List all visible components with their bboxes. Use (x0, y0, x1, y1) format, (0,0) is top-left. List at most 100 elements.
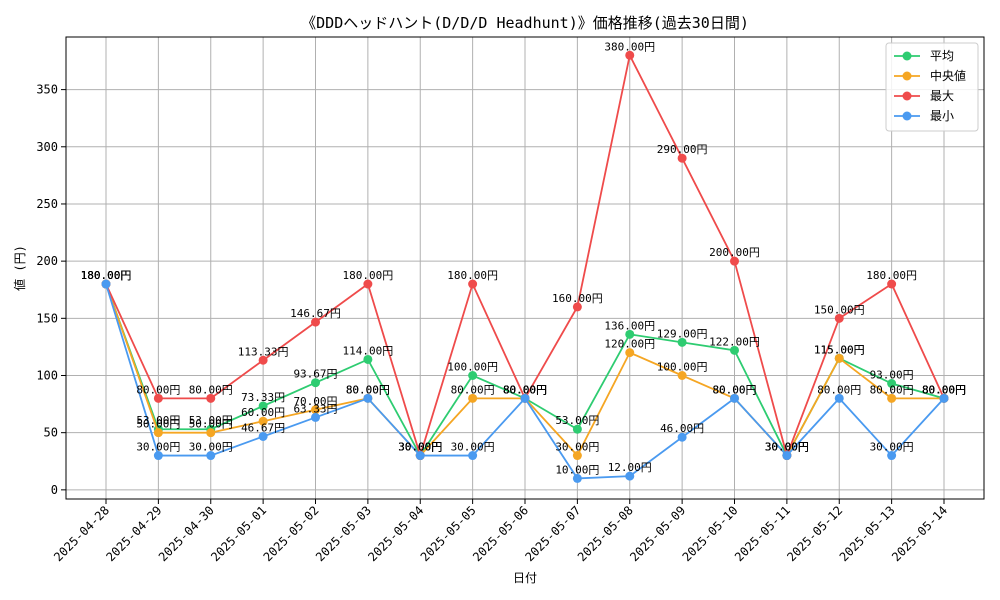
data-label: 30.00円 (870, 441, 914, 454)
data-label: 30.00円 (765, 441, 809, 454)
data-label: 63.33円 (293, 402, 337, 415)
data-point (625, 471, 635, 481)
data-point (782, 451, 792, 461)
data-point (887, 451, 897, 461)
data-label: 180.00円 (81, 269, 132, 282)
data-point (520, 393, 530, 403)
data-point (311, 412, 320, 422)
data-point (468, 451, 478, 461)
data-label: 53.00円 (136, 414, 180, 427)
data-point (468, 279, 478, 289)
data-label: 80.00円 (712, 383, 756, 396)
legend-marker (902, 91, 912, 101)
data-label: 80.00円 (922, 383, 966, 396)
data-label: 30.00円 (765, 441, 809, 454)
data-label: 93.67円 (293, 368, 337, 381)
data-label: 10.00円 (555, 463, 599, 476)
data-point (677, 432, 687, 442)
data-point (206, 428, 216, 438)
legend-item: 平均 (894, 49, 954, 63)
data-label: 100.00円 (657, 360, 708, 373)
data-point (572, 473, 582, 483)
legend-box (885, 42, 979, 132)
y-tick-label: 100 (36, 368, 58, 382)
data-point (258, 431, 268, 441)
data-point (887, 379, 897, 388)
data-label: 290.00円 (657, 143, 708, 156)
data-label: 136.00円 (604, 319, 655, 332)
data-point (363, 393, 373, 403)
data-label: 200.00円 (709, 246, 760, 259)
legend-item: 中央値 (894, 68, 966, 83)
legend-label: 中央値 (930, 68, 966, 83)
data-label: 180.00円 (81, 269, 132, 282)
legend-marker (902, 51, 912, 61)
data-point (834, 393, 844, 403)
y-tick-label: 350 (36, 83, 58, 97)
data-point (258, 401, 268, 411)
data-point (572, 424, 582, 434)
data-label: 80.00円 (451, 383, 495, 396)
data-label: 80.00円 (136, 383, 180, 396)
series-最小 (101, 279, 949, 483)
data-label: 70.00円 (293, 395, 337, 408)
data-label: 80.00円 (922, 383, 966, 396)
data-point (258, 355, 268, 365)
data-point (677, 370, 687, 380)
data-label: 160.00円 (552, 292, 603, 305)
data-label: 80.00円 (817, 383, 861, 396)
data-point (834, 313, 844, 323)
data-label: 30.00円 (189, 441, 233, 454)
data-label: 80.00円 (870, 383, 914, 396)
data-label: 80.00円 (712, 383, 756, 396)
x-axis: 2025-04-282025-04-292025-04-302025-05-01… (51, 499, 950, 564)
data-label: 122.00円 (709, 335, 760, 348)
data-point (363, 279, 373, 289)
data-label: 50.00円 (136, 418, 180, 431)
y-tick-label: 0 (51, 483, 58, 497)
y-tick-label: 300 (36, 140, 58, 154)
data-label: 115.00円 (814, 343, 865, 356)
data-point (258, 416, 268, 426)
data-label: 80.00円 (189, 383, 233, 396)
data-label: 12.00円 (608, 461, 652, 474)
data-point (730, 393, 739, 403)
data-label: 30.00円 (555, 441, 599, 454)
data-point (468, 370, 478, 380)
y-tick-label: 200 (36, 254, 58, 268)
data-label: 30.00円 (398, 441, 442, 454)
data-label: 30.00円 (398, 441, 442, 454)
data-label: 30.00円 (136, 441, 180, 454)
legend-item: 最大 (894, 89, 954, 103)
data-labels: 180.00円 53.00円 53.00円 73.33円 93.67円 114.00円 30… (81, 40, 966, 476)
data-label: 100.00円 (447, 360, 498, 373)
data-label: 180.00円 (866, 269, 917, 282)
y-tick-label: 250 (36, 197, 58, 211)
data-label: 30.00円 (765, 441, 809, 454)
data-point (887, 279, 897, 289)
y-axis: 0 50 100 150 200 250 300 350 (36, 83, 66, 497)
data-label: 113.33円 (238, 345, 289, 358)
data-label: 80.00円 (922, 383, 966, 396)
legend-marker (902, 71, 912, 81)
data-point (153, 428, 163, 438)
legend-label: 最大 (930, 89, 954, 103)
data-label: 60.00円 (241, 406, 285, 419)
data-label: 73.33円 (241, 391, 285, 404)
y-tick-label: 150 (36, 311, 58, 325)
data-point (153, 393, 163, 403)
data-point (939, 393, 949, 403)
data-point (887, 393, 897, 403)
legend-label: 平均 (930, 49, 954, 63)
data-label: 180.00円 (81, 269, 132, 282)
data-label: 30.00円 (398, 441, 442, 454)
data-point (834, 353, 844, 363)
data-label: 80.00円 (346, 383, 390, 396)
data-label: 120.00円 (604, 338, 655, 351)
data-point (625, 50, 635, 60)
data-point (363, 354, 373, 364)
data-point (311, 317, 320, 327)
data-point (468, 393, 478, 403)
data-label: 129.00円 (657, 327, 708, 340)
